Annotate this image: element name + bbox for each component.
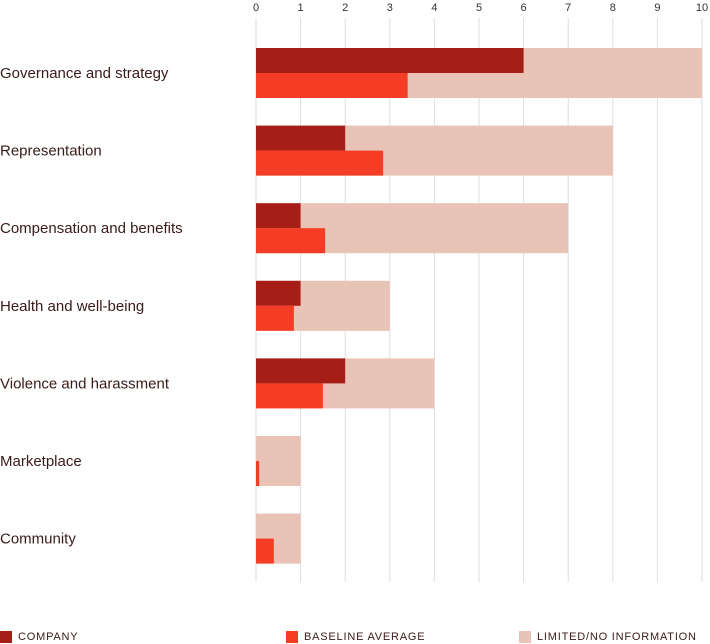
legend-swatch-baseline: [286, 631, 298, 643]
x-tick-label: 10: [696, 2, 708, 14]
category-label: Governance and strategy: [0, 65, 169, 82]
legend-swatch-company: [0, 631, 12, 643]
bar-baseline: [256, 73, 408, 98]
bar-company: [256, 48, 524, 73]
legend-label-company: COMPANY: [18, 631, 79, 643]
bar-baseline: [256, 383, 323, 409]
legend-item-limited: LIMITED/NO INFORMATION: [519, 630, 697, 644]
legend: COMPANY BASELINE AVERAGE LIMITED/NO INFO…: [0, 630, 710, 644]
x-tick-label: 7: [565, 2, 571, 14]
category-label: Violence and harassment: [0, 375, 170, 392]
x-tick-label: 3: [387, 2, 393, 14]
category-label: Community: [0, 531, 76, 548]
bar-baseline: [256, 538, 274, 564]
category-label: Marketplace: [0, 453, 82, 470]
legend-label-baseline: BASELINE AVERAGE: [304, 631, 426, 643]
x-tick-label: 9: [654, 2, 660, 14]
bar-limited: [256, 436, 301, 486]
category-label: Compensation and benefits: [0, 220, 183, 237]
category-label: Representation: [0, 143, 102, 160]
bar-company: [256, 280, 301, 306]
legend-item-company: COMPANY: [0, 630, 78, 644]
bar-baseline: [256, 461, 260, 486]
bar-baseline: [256, 150, 384, 176]
x-tick-label: 8: [610, 2, 616, 14]
x-tick-label: 5: [476, 2, 482, 14]
x-tick-label: 1: [298, 2, 304, 14]
bar-baseline: [256, 305, 294, 331]
bar-company: [256, 125, 346, 151]
bar-chart: 0 1 2 3 4 5 6 7 8 9 10 Governance and strategy Repre…: [0, 2, 708, 582]
x-tick-label: 0: [253, 2, 259, 14]
x-tick-label: 6: [521, 2, 527, 14]
bar-baseline: [256, 228, 326, 254]
legend-item-baseline: BASELINE AVERAGE: [286, 630, 425, 644]
category-label: Health and well-being: [0, 298, 144, 315]
bar-company: [256, 203, 301, 229]
legend-swatch-limited: [519, 631, 531, 643]
legend-label-limited: LIMITED/NO INFORMATION: [537, 631, 697, 643]
bar-company: [256, 358, 346, 384]
x-tick-label: 4: [431, 2, 437, 14]
x-tick-label: 2: [342, 2, 348, 14]
